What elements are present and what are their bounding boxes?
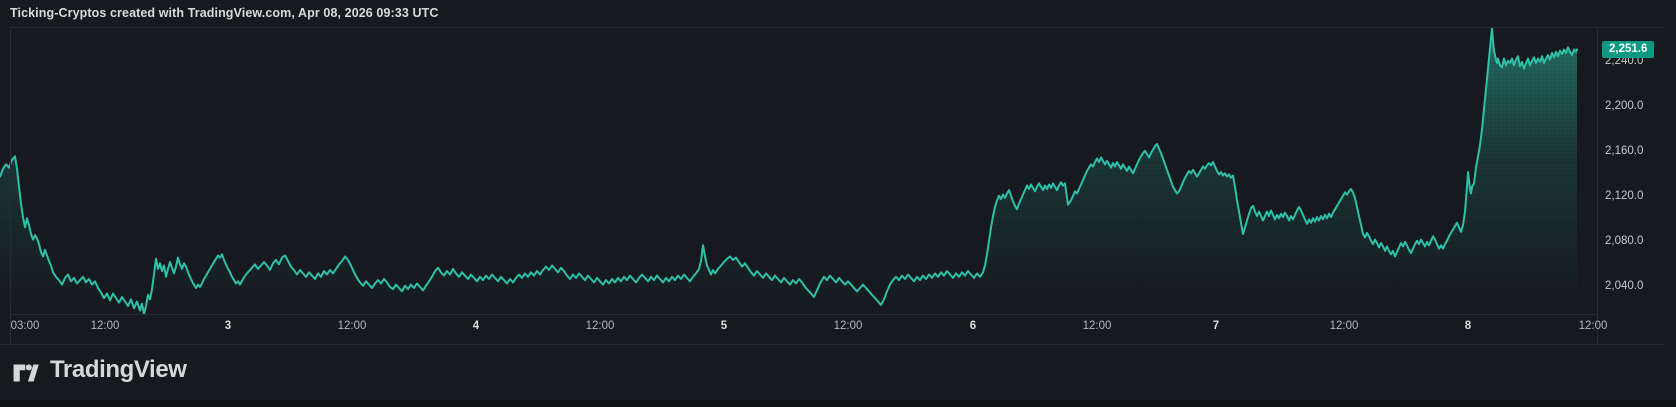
time-tick-label: 12:00 [1082,320,1112,332]
time-tick-label: 4 [472,320,480,332]
pane-border-right [1597,28,1598,344]
pane-border-top [10,27,1663,28]
tradingview-logo-icon[interactable] [12,362,40,384]
time-tick-label: 12:00 [1329,320,1359,332]
price-tick-label: 2,240.0 [1605,55,1644,67]
tradingview-wordmark[interactable]: TradingView [50,356,187,383]
price-tick-label: 2,200.0 [1605,100,1644,112]
price-tick-label: 2,080.0 [1605,235,1644,247]
time-tick-label: 12:00 [90,320,120,332]
axis-bottom-border [0,344,1663,345]
pane-border-left [10,28,11,344]
time-tick-label: 12:00 [337,320,367,332]
price-line [0,28,1578,314]
time-tick-label: 7 [1212,320,1220,332]
time-axis[interactable]: 03:00 12:00 3 12:00 4 12:00 5 12:00 6 12:00 7 12:00… [0,315,1676,344]
time-tick-label: 12:00 [833,320,863,332]
time-tick-label: 12:00 [1578,320,1608,332]
price-tick-label: 2,040.0 [1605,280,1644,292]
footer: TradingView [0,345,1676,400]
chart-title: Ticking-Cryptos created with TradingView… [10,6,439,20]
area-dot-texture [0,28,1577,314]
price-tick-label: 2,160.0 [1605,145,1644,157]
time-tick-label: 5 [720,320,728,332]
last-price-badge: 2,251.6 [1602,40,1655,58]
price-area-chart [0,28,1578,314]
bottom-strip [0,400,1676,407]
time-tick-label: 03:00 [10,320,40,332]
time-tick-label: 6 [969,320,977,332]
time-tick-label: 8 [1464,320,1472,332]
time-tick-label: 12:00 [585,320,615,332]
price-axis[interactable]: 2,251.6 2,240.0 2,200.0 2,160.0 2,120.0 2,08… [1598,28,1676,314]
chart-canvas[interactable] [0,28,1597,314]
price-tick-label: 2,120.0 [1605,190,1644,202]
time-tick-label: 3 [224,320,232,332]
time-axis-border [10,314,1597,315]
